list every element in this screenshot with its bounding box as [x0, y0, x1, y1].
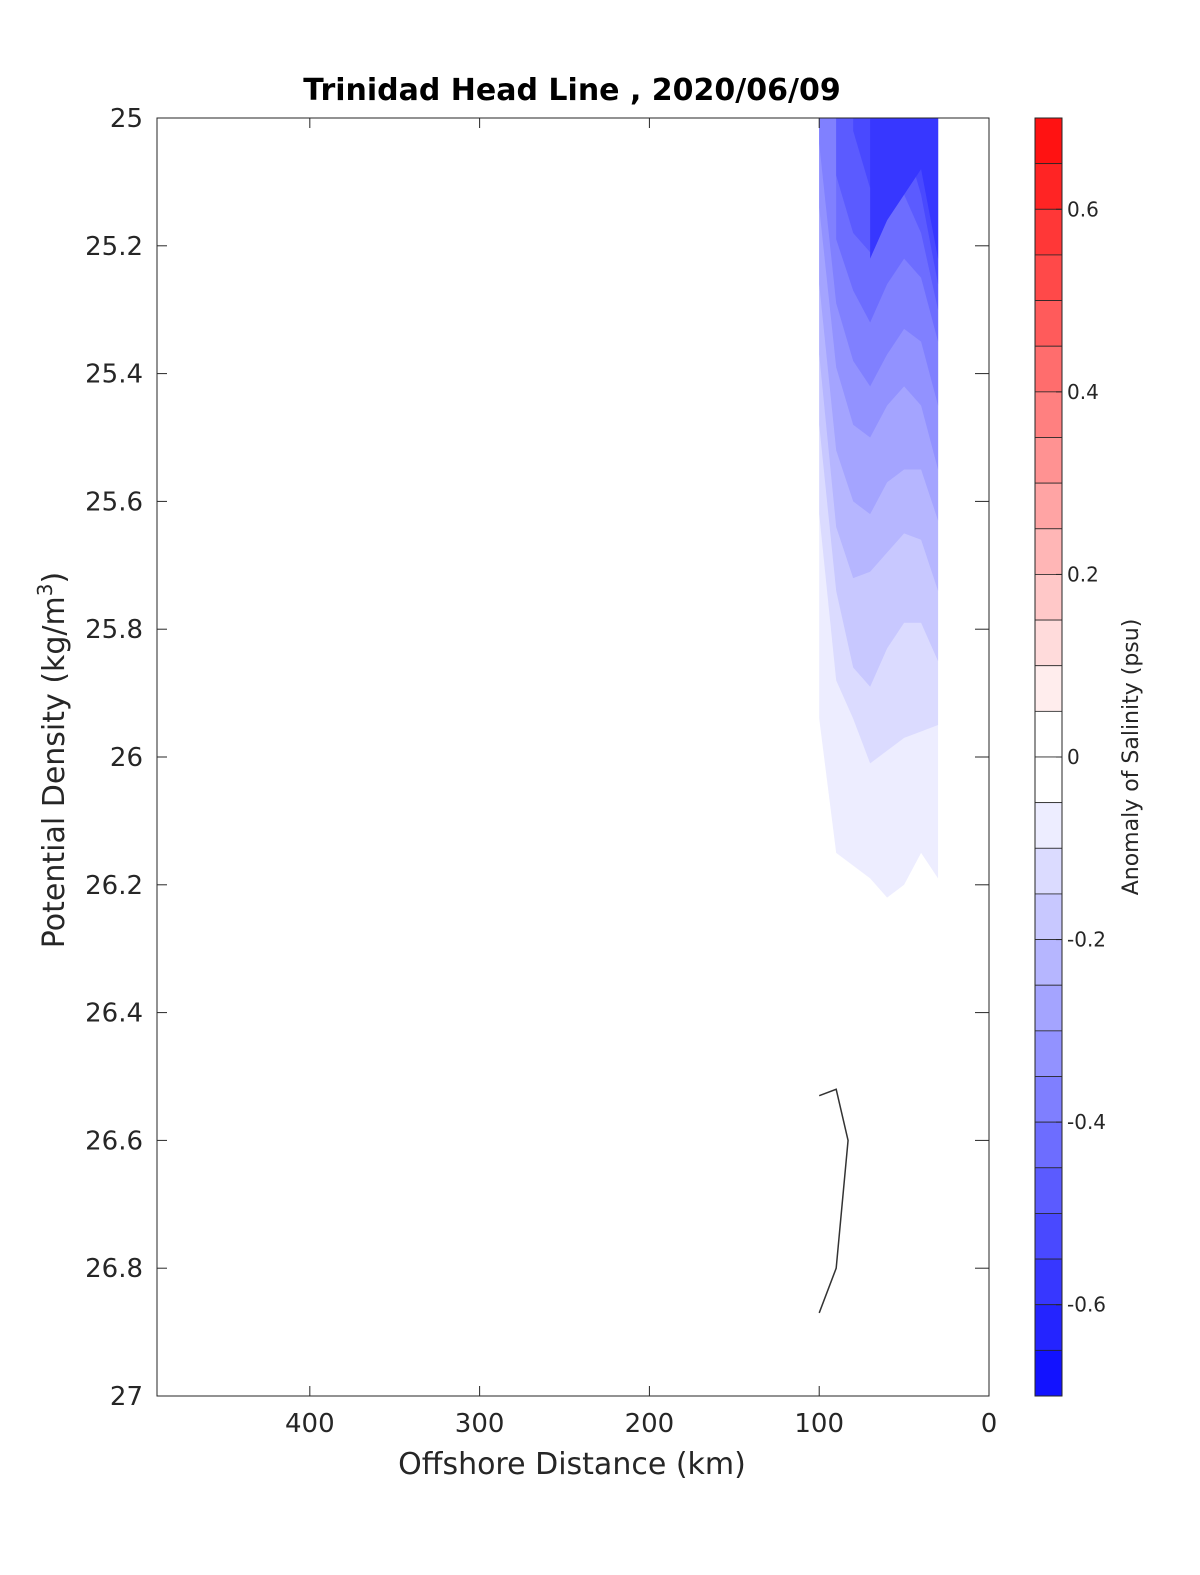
y-tick-label-2: 25.4 — [85, 360, 143, 390]
colorbar-label: Anomaly of Salinity (psu) — [1119, 619, 1144, 896]
colorbar-tick-label-2: 0.2 — [1067, 562, 1099, 586]
colorbar-swatch-2 — [1034, 208, 1063, 256]
colorbar-swatch-0 — [1034, 117, 1063, 165]
y-tick-label-5: 26 — [110, 743, 143, 773]
contour-fill-10 — [870, 118, 939, 259]
x-tick-label-1: 300 — [455, 1409, 505, 1439]
y-tick-label-7: 26.4 — [85, 999, 143, 1029]
colorbar-swatch-20 — [1034, 1030, 1063, 1077]
colorbar-swatch-23 — [1034, 1167, 1063, 1214]
colorbar-swatch-21 — [1034, 1076, 1063, 1123]
colorbar-tick-label-0: 0.6 — [1067, 197, 1099, 221]
colorbar-tick-label-6: -0.6 — [1067, 1293, 1106, 1317]
colorbar-tick-label-5: -0.4 — [1067, 1110, 1106, 1134]
x-tick-label-0: 400 — [285, 1409, 335, 1439]
colorbar-swatch-16 — [1034, 847, 1063, 895]
colorbar-swatch-8 — [1034, 482, 1063, 530]
colorbar-swatch-7 — [1034, 437, 1063, 484]
y-axis-label-prefix: Potential Density (kg/m — [37, 596, 72, 948]
colorbar-swatches — [1034, 117, 1063, 1397]
x-axis-ticks: 400 300 200 100 0 — [285, 118, 997, 1439]
y-tick-label-3: 25.6 — [85, 487, 143, 517]
colorbar-swatch-10 — [1034, 574, 1063, 621]
colorbar-swatch-25 — [1034, 1258, 1063, 1306]
y-tick-label-9: 26.8 — [85, 1254, 143, 1284]
plot-area: 400 300 200 100 0 25 25.2 25.4 25.6 25.8 26 26.2 26… — [85, 104, 997, 1439]
colorbar-swatch-4 — [1034, 300, 1063, 347]
colorbar-swatch-24 — [1034, 1213, 1063, 1260]
colorbar-swatch-14 — [1034, 756, 1063, 804]
colorbar-swatch-27 — [1034, 1349, 1063, 1397]
colorbar-swatch-18 — [1034, 939, 1063, 986]
y-tick-label-8: 26.6 — [85, 1126, 143, 1156]
colorbar-swatch-15 — [1034, 802, 1063, 849]
x-axis-label: Offshore Distance (km) — [398, 1447, 746, 1482]
y-tick-label-10: 27 — [110, 1382, 143, 1412]
colorbar-swatch-22 — [1034, 1121, 1063, 1169]
y-axis-label-suffix: ) — [37, 572, 72, 584]
y-tick-label-1: 25.2 — [85, 232, 143, 262]
x-tick-label-3: 100 — [794, 1409, 844, 1439]
x-tick-label-4: 0 — [981, 1409, 998, 1439]
colorbar-tick-label-1: 0.4 — [1067, 380, 1099, 404]
y-tick-label-0: 25 — [110, 104, 143, 134]
contour-line — [818, 1088, 849, 1314]
colorbar-tick-label-3: 0 — [1067, 745, 1080, 769]
colorbar-swatch-5 — [1034, 345, 1063, 393]
y-axis-label-superscript: 3 — [33, 583, 57, 596]
colorbar-ticks: 0.6 0.4 0.2 0 -0.2 -0.4 -0.6 — [1056, 197, 1106, 1317]
colorbar-swatch-3 — [1034, 254, 1063, 301]
colorbar-swatch-26 — [1034, 1304, 1063, 1351]
colorbar-swatch-17 — [1034, 893, 1063, 940]
colorbar-swatch-12 — [1034, 665, 1063, 712]
y-axis-ticks: 25 25.2 25.4 25.6 25.8 26 26.2 26.4 26.6 26.8 27 — [85, 104, 989, 1412]
y-tick-label-6: 26.2 — [85, 871, 143, 901]
colorbar-swatch-11 — [1034, 619, 1063, 667]
y-tick-label-4: 25.8 — [85, 615, 143, 645]
contour-fills — [819, 118, 939, 898]
colorbar-swatch-1 — [1034, 163, 1063, 210]
colorbar-swatch-13 — [1034, 710, 1063, 758]
colorbar: 0.6 0.4 0.2 0 -0.2 -0.4 -0.6 — [1034, 117, 1106, 1397]
y-axis-label: Potential Density (kg/m3) — [33, 572, 72, 948]
colorbar-swatch-6 — [1034, 391, 1063, 438]
colorbar-swatch-19 — [1034, 984, 1063, 1032]
colorbar-swatch-9 — [1034, 528, 1063, 575]
contour-lines — [818, 1088, 849, 1314]
colorbar-tick-label-4: -0.2 — [1067, 928, 1106, 952]
chart-title: Trinidad Head Line , 2020/06/09 — [303, 73, 840, 108]
x-tick-label-2: 200 — [625, 1409, 675, 1439]
